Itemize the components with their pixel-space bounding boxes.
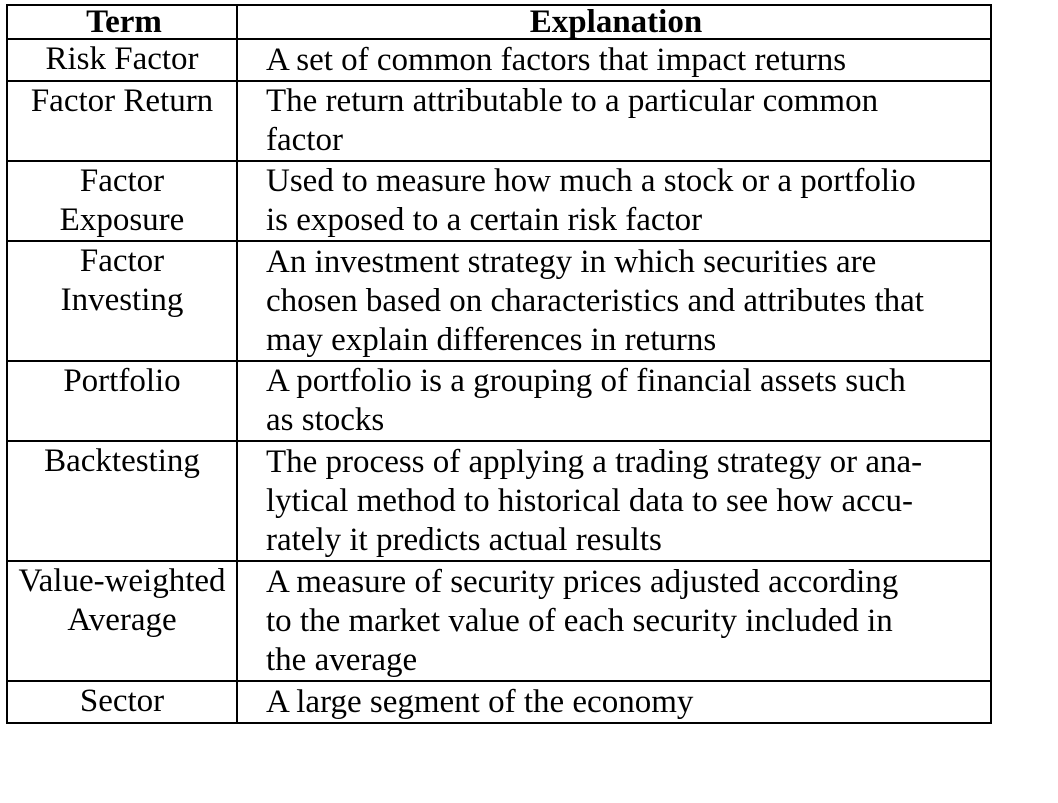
term-line: Value-weighted	[12, 562, 232, 601]
table-row: Factor Return The return attributable to…	[7, 81, 991, 161]
term-cell: Factor Investing	[7, 241, 237, 361]
explanation-cell: A portfolio is a grouping of financial a…	[237, 361, 991, 441]
explanation-cell: The process of applying a trading strate…	[237, 441, 991, 561]
term-cell: Sector	[7, 681, 237, 723]
term-cell: Value-weighted Average	[7, 561, 237, 681]
explanation-line: rately it predicts actual results	[266, 521, 966, 560]
explanation-cell: An investment strategy in which securiti…	[237, 241, 991, 361]
term-cell: Risk Factor	[7, 39, 237, 81]
explanation-line: is exposed to a certain risk factor	[266, 201, 966, 240]
explanation-line: the average	[266, 641, 966, 680]
header-explanation: Explanation	[237, 5, 991, 39]
explanation-cell: A set of common factors that impact retu…	[237, 39, 991, 81]
explanation-cell: Used to measure how much a stock or a po…	[237, 161, 991, 241]
term-cell: Factor Exposure	[7, 161, 237, 241]
explanation-line: may explain differences in returns	[266, 321, 966, 360]
term-line: Investing	[12, 281, 232, 320]
explanation-line: lytical method to historical data to see…	[266, 482, 966, 521]
term-line: Factor	[12, 162, 232, 201]
term-line: Exposure	[12, 201, 232, 240]
header-term: Term	[7, 5, 237, 39]
explanation-line: An investment strategy in which securiti…	[266, 243, 966, 282]
term-line: Average	[12, 601, 232, 640]
explanation-line: to the market value of each security inc…	[266, 602, 966, 641]
term-cell: Backtesting	[7, 441, 237, 561]
explanation-line: The return attributable to a particular …	[266, 82, 966, 121]
table-row: Factor Exposure Used to measure how much…	[7, 161, 991, 241]
term-cell: Factor Return	[7, 81, 237, 161]
table-row: Factor Investing An investment strategy …	[7, 241, 991, 361]
explanation-line: Used to measure how much a stock or a po…	[266, 162, 966, 201]
term-cell: Portfolio	[7, 361, 237, 441]
table-row: Value-weighted Average A measure of secu…	[7, 561, 991, 681]
table-row: Backtesting The process of applying a tr…	[7, 441, 991, 561]
explanation-line: A large segment of the economy	[266, 683, 966, 722]
glossary-table-container: Term Explanation Risk Factor A set of co…	[6, 4, 992, 724]
term-line: Backtesting	[44, 443, 200, 479]
explanation-line: chosen based on characteristics and attr…	[266, 282, 966, 321]
term-line: Portfolio	[63, 363, 180, 399]
term-line: Factor Return	[31, 83, 213, 119]
term-line: Risk Factor	[45, 41, 198, 77]
table-row: Sector A large segment of the economy	[7, 681, 991, 723]
explanation-cell: The return attributable to a particular …	[237, 81, 991, 161]
term-line: Factor	[12, 242, 232, 281]
glossary-table: Term Explanation Risk Factor A set of co…	[6, 4, 992, 724]
explanation-line: A measure of security prices adjusted ac…	[266, 563, 966, 602]
table-row: Portfolio A portfolio is a grouping of f…	[7, 361, 991, 441]
explanation-cell: A measure of security prices adjusted ac…	[237, 561, 991, 681]
explanation-line: The process of applying a trading strate…	[266, 443, 966, 482]
explanation-line: A set of common factors that impact retu…	[266, 41, 966, 80]
explanation-line: A portfolio is a grouping of financial a…	[266, 362, 966, 401]
header-row: Term Explanation	[7, 5, 991, 39]
table-row: Risk Factor A set of common factors that…	[7, 39, 991, 81]
term-line: Sector	[80, 683, 164, 719]
explanation-line: factor	[266, 121, 966, 160]
explanation-line: as stocks	[266, 401, 966, 440]
explanation-cell: A large segment of the economy	[237, 681, 991, 723]
